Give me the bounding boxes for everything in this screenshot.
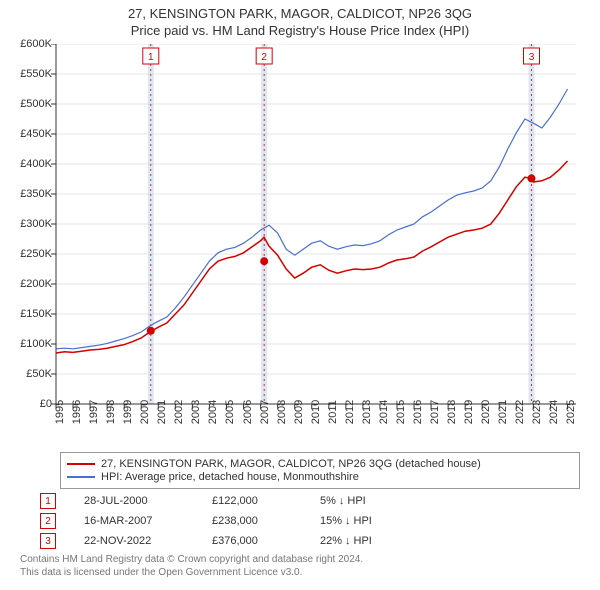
- x-tick-label: 2022: [514, 400, 526, 424]
- x-tick-label: 2018: [446, 400, 458, 424]
- y-tick-label: £350K: [4, 188, 52, 200]
- x-tick-label: 1998: [105, 400, 117, 424]
- x-tick-label: 2007: [259, 400, 271, 424]
- title-line2: Price paid vs. HM Land Registry's House …: [0, 23, 600, 38]
- arrow-down-icon: ↓: [345, 515, 351, 527]
- y-tick-label: £300K: [4, 218, 52, 230]
- y-tick-label: £550K: [4, 68, 52, 80]
- y-tick-label: £50K: [4, 368, 52, 380]
- event-diff: 5% ↓ HPI: [320, 495, 366, 507]
- x-tick-label: 2025: [565, 400, 577, 424]
- x-tick-label: 2000: [139, 400, 151, 424]
- x-tick-label: 2002: [173, 400, 185, 424]
- x-tick-label: 2024: [548, 400, 560, 424]
- event-date: 28-JUL-2000: [84, 495, 184, 507]
- event-diff-pct: 22%: [320, 535, 342, 547]
- x-tick-label: 1995: [54, 400, 66, 424]
- legend-label: 27, KENSINGTON PARK, MAGOR, CALDICOT, NP…: [101, 458, 481, 470]
- x-tick-label: 2016: [412, 400, 424, 424]
- y-tick-label: £150K: [4, 308, 52, 320]
- chart-area: 1 2 3 £0 £50K £100K £150K £200K £250K £300K £350K £…: [4, 44, 588, 446]
- x-tick-label: 2023: [531, 400, 543, 424]
- x-tick-label: 2001: [156, 400, 168, 424]
- event-diff-label: HPI: [354, 535, 372, 547]
- legend-row: 27, KENSINGTON PARK, MAGOR, CALDICOT, NP…: [67, 458, 573, 470]
- x-tick-label: 2012: [344, 400, 356, 424]
- x-tick-label: 2003: [190, 400, 202, 424]
- event-marker-box: 2: [40, 513, 56, 529]
- event-diff-pct: 15%: [320, 515, 342, 527]
- y-tick-label: £0: [4, 398, 52, 410]
- y-tick-label: £250K: [4, 248, 52, 260]
- x-tick-label: 2009: [293, 400, 305, 424]
- event-diff-label: HPI: [354, 515, 372, 527]
- footer-line1: Contains HM Land Registry data © Crown c…: [20, 553, 580, 566]
- event-dot: [528, 174, 536, 182]
- event-row: 3 22-NOV-2022 £376,000 22% ↓ HPI: [40, 533, 580, 549]
- x-tick-label: 2015: [395, 400, 407, 424]
- event-price: £122,000: [212, 495, 292, 507]
- event-dot: [260, 257, 268, 265]
- event-diff: 22% ↓ HPI: [320, 535, 372, 547]
- event-date: 22-NOV-2022: [84, 535, 184, 547]
- y-tick-label: £600K: [4, 38, 52, 50]
- series-hpi: [56, 89, 568, 349]
- legend-label: HPI: Average price, detached house, Monm…: [101, 471, 359, 483]
- y-tick-label: £500K: [4, 98, 52, 110]
- chart-svg: 1 2 3: [4, 44, 588, 446]
- x-tick-label: 2006: [242, 400, 254, 424]
- footer: Contains HM Land Registry data © Crown c…: [20, 553, 580, 579]
- x-tick-label: 1999: [122, 400, 134, 424]
- x-tick-label: 2004: [207, 400, 219, 424]
- x-tick-label: 2005: [224, 400, 236, 424]
- y-tick-label: £400K: [4, 158, 52, 170]
- x-tick-label: 2008: [276, 400, 288, 424]
- y-tick-label: £200K: [4, 278, 52, 290]
- legend-box: 27, KENSINGTON PARK, MAGOR, CALDICOT, NP…: [60, 452, 580, 489]
- x-tick-label: 2019: [463, 400, 475, 424]
- x-tick-label: 2013: [361, 400, 373, 424]
- event-marker-box: 1: [40, 493, 56, 509]
- arrow-down-icon: ↓: [345, 535, 351, 547]
- event-dot: [147, 327, 155, 335]
- x-tick-label: 2014: [378, 400, 390, 424]
- x-tick-label: 1996: [71, 400, 83, 424]
- event-price: £376,000: [212, 535, 292, 547]
- y-tick-label: £450K: [4, 128, 52, 140]
- x-tick-label: 2011: [327, 400, 339, 424]
- title-line1: 27, KENSINGTON PARK, MAGOR, CALDICOT, NP…: [0, 6, 600, 21]
- title-block: 27, KENSINGTON PARK, MAGOR, CALDICOT, NP…: [0, 0, 600, 38]
- event-marker-box: 3: [40, 533, 56, 549]
- y-tick-label: £100K: [4, 338, 52, 350]
- legend-row: HPI: Average price, detached house, Monm…: [67, 471, 573, 483]
- event-number: 2: [261, 52, 267, 63]
- event-date: 16-MAR-2007: [84, 515, 184, 527]
- event-price: £238,000: [212, 515, 292, 527]
- x-tick-label: 2017: [429, 400, 441, 424]
- event-diff-label: HPI: [347, 495, 365, 507]
- footer-line2: This data is licensed under the Open Gov…: [20, 566, 580, 579]
- arrow-down-icon: ↓: [339, 495, 345, 507]
- event-number: 1: [148, 52, 154, 63]
- event-row: 2 16-MAR-2007 £238,000 15% ↓ HPI: [40, 513, 580, 529]
- event-diff: 15% ↓ HPI: [320, 515, 372, 527]
- legend-swatch: [67, 463, 95, 465]
- events-table: 1 28-JUL-2000 £122,000 5% ↓ HPI 2 16-MAR-2007…: [40, 493, 580, 549]
- event-row: 1 28-JUL-2000 £122,000 5% ↓ HPI: [40, 493, 580, 509]
- x-tick-label: 1997: [88, 400, 100, 424]
- series-property: [56, 161, 568, 353]
- event-number: 3: [529, 52, 535, 63]
- event-diff-pct: 5%: [320, 495, 336, 507]
- legend-swatch: [67, 476, 95, 478]
- x-tick-label: 2020: [480, 400, 492, 424]
- x-tick-label: 2021: [497, 400, 509, 424]
- x-tick-label: 2010: [310, 400, 322, 424]
